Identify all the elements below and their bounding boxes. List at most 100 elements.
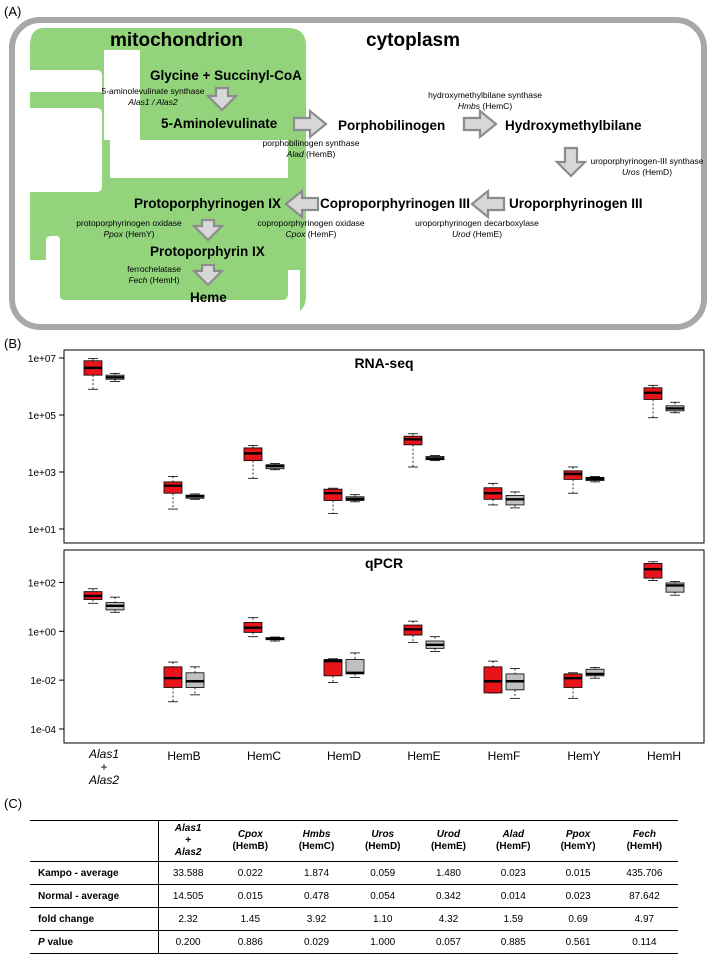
enzyme-ppox: protoporphyrinogen oxidase Ppox (HemY) (70, 218, 188, 240)
enzyme-urod: uroporphyrinogen decarboxylase Urod (Hem… (412, 218, 542, 240)
table-cell: 14.505 (158, 884, 218, 908)
table-row: fold change 2.32 1.45 3.92 1.10 4.32 1.59 0.69 4… (30, 907, 678, 931)
gene-name: Ppox (103, 229, 123, 239)
table-cell: 1.45 (217, 907, 284, 931)
protein-name: (HemY) (125, 229, 155, 239)
column-header: Uros (HemD) (349, 820, 416, 862)
table-row: Normal - average 14.505 0.015 0.478 0.054 0.3… (30, 884, 678, 908)
arrow-hmbs (462, 108, 498, 140)
plot-title: qPCR (365, 555, 403, 571)
y-tick-label: 1e+01 (28, 525, 57, 536)
reaction-arrows (191, 86, 588, 287)
gene-name: Cpox (285, 229, 306, 239)
table-cell: 0.885 (481, 930, 546, 954)
box (403, 433, 423, 468)
gene-name: Fech (128, 275, 148, 285)
box (665, 401, 685, 414)
metabolite-protoporphyrinogen-ix: Protoporphyrinogen IX (134, 196, 281, 211)
table-cell: 0.886 (217, 930, 284, 954)
box (105, 372, 125, 382)
mitochondrion-title: mitochondrion (110, 30, 243, 51)
table-row: P value 0.200 0.886 0.029 1.000 0.057 0.885 0.5… (30, 930, 678, 954)
box (83, 588, 103, 604)
table-cell: 1.480 (415, 861, 482, 885)
table-cell: 435.706 (610, 861, 678, 885)
table-row: Kampo - average 33.588 0.022 1.874 0.059 1.48… (30, 861, 678, 885)
x-tick-label: HemC (247, 749, 281, 763)
table-cell: 1.000 (349, 930, 416, 954)
panel-label-a: (A) (4, 4, 22, 19)
table-cell: 0.057 (415, 930, 482, 954)
box (243, 617, 263, 638)
column-header: Fech (HemH) (610, 820, 678, 862)
gene-name: Alas1 (174, 823, 202, 834)
table-cell: 1.874 (283, 861, 350, 885)
x-tick-label: HemH (647, 749, 681, 763)
arrow-uros (554, 146, 588, 178)
box (643, 384, 663, 419)
x-tick-label: + (100, 760, 107, 774)
box (505, 491, 525, 509)
panel-label-b: (B) (4, 336, 22, 351)
y-tick-label: 1e+07 (28, 354, 57, 365)
box (643, 561, 663, 581)
enzyme-name: uroporphyrinogen-III synthase (590, 156, 704, 166)
row-label: Kampo - average (30, 861, 159, 885)
enzyme-name: coproporphyrinogen oxidase (257, 218, 365, 228)
enzyme-name: protoporphyrinogen oxidase (76, 218, 182, 228)
box (425, 455, 445, 462)
plot-frame (63, 349, 705, 544)
column-header: Cpox (HemB) (217, 820, 284, 862)
panel-label-c: (C) (4, 796, 23, 811)
table-cell: 0.015 (545, 861, 611, 885)
box (105, 596, 125, 613)
plot-frame (63, 549, 705, 744)
y-tick-label: 1e+05 (28, 411, 57, 422)
table-cell: 87.642 (610, 884, 678, 908)
table-cell: 0.059 (349, 861, 416, 885)
enzyme-name: ferrochelatase (127, 264, 181, 274)
row-label: P value (30, 930, 159, 954)
box (163, 476, 183, 510)
metabolite-coproporphyrinogen-iii: Coproporphyrinogen III (320, 196, 470, 211)
x-tick-label: HemF (488, 749, 521, 763)
y-tick-label: 1e-02 (30, 676, 56, 687)
box (163, 661, 183, 703)
metabolite-protoporphyrin-ix: Protoporphyrin IX (150, 244, 265, 259)
gene-name: Hmbs (457, 101, 481, 111)
protein-name: (HemH) (149, 275, 180, 285)
table-cell: 0.69 (545, 907, 611, 931)
box (665, 581, 685, 596)
column-header: Ppox (HemY) (545, 820, 611, 862)
row-label: Normal - average (30, 884, 159, 908)
box (345, 652, 365, 678)
enzyme-name: uroporphyrinogen decarboxylase (415, 218, 539, 228)
boxplot-figure: RNA-seq 1e+01 1e+03 1e+05 1e+07 qPCR 1e-04 1e-0… (28, 349, 705, 787)
box (243, 445, 263, 479)
box (185, 666, 205, 696)
arrow-ppox (191, 218, 225, 242)
protein-name: (HemE) (472, 229, 503, 239)
table-cell: 0.014 (481, 884, 546, 908)
table-corner (30, 820, 159, 862)
table-cell: 0.342 (415, 884, 482, 908)
box (585, 667, 605, 679)
table-cell: 4.97 (610, 907, 678, 931)
protein-name: (HemF) (307, 229, 337, 239)
table-cell: 0.023 (481, 861, 546, 885)
box (345, 494, 365, 503)
table-cell: 0.114 (610, 930, 678, 954)
column-header: Hmbs (HemC) (283, 820, 350, 862)
enzyme-name: 5-aminolevulinate synthase (101, 86, 205, 96)
metabolite-heme: Heme (190, 290, 227, 305)
enzyme-uros: uroporphyrinogen-III synthase Uros (HemD… (588, 156, 706, 178)
table-cell: 0.022 (217, 861, 284, 885)
table-header-row: Alas1 + Alas2 Cpox (HemB) Hmbs (HemC) Uros (H… (30, 820, 678, 862)
enzyme-name: porphobilinogen synthase (262, 138, 360, 148)
table-cell: 0.054 (349, 884, 416, 908)
box (505, 668, 525, 699)
enzyme-hmbs: hydroxymethylbilane synthase Hmbs (HemC) (420, 90, 550, 112)
box (265, 636, 285, 642)
mito-lower-box (112, 184, 282, 290)
arrow-alas (205, 86, 239, 112)
